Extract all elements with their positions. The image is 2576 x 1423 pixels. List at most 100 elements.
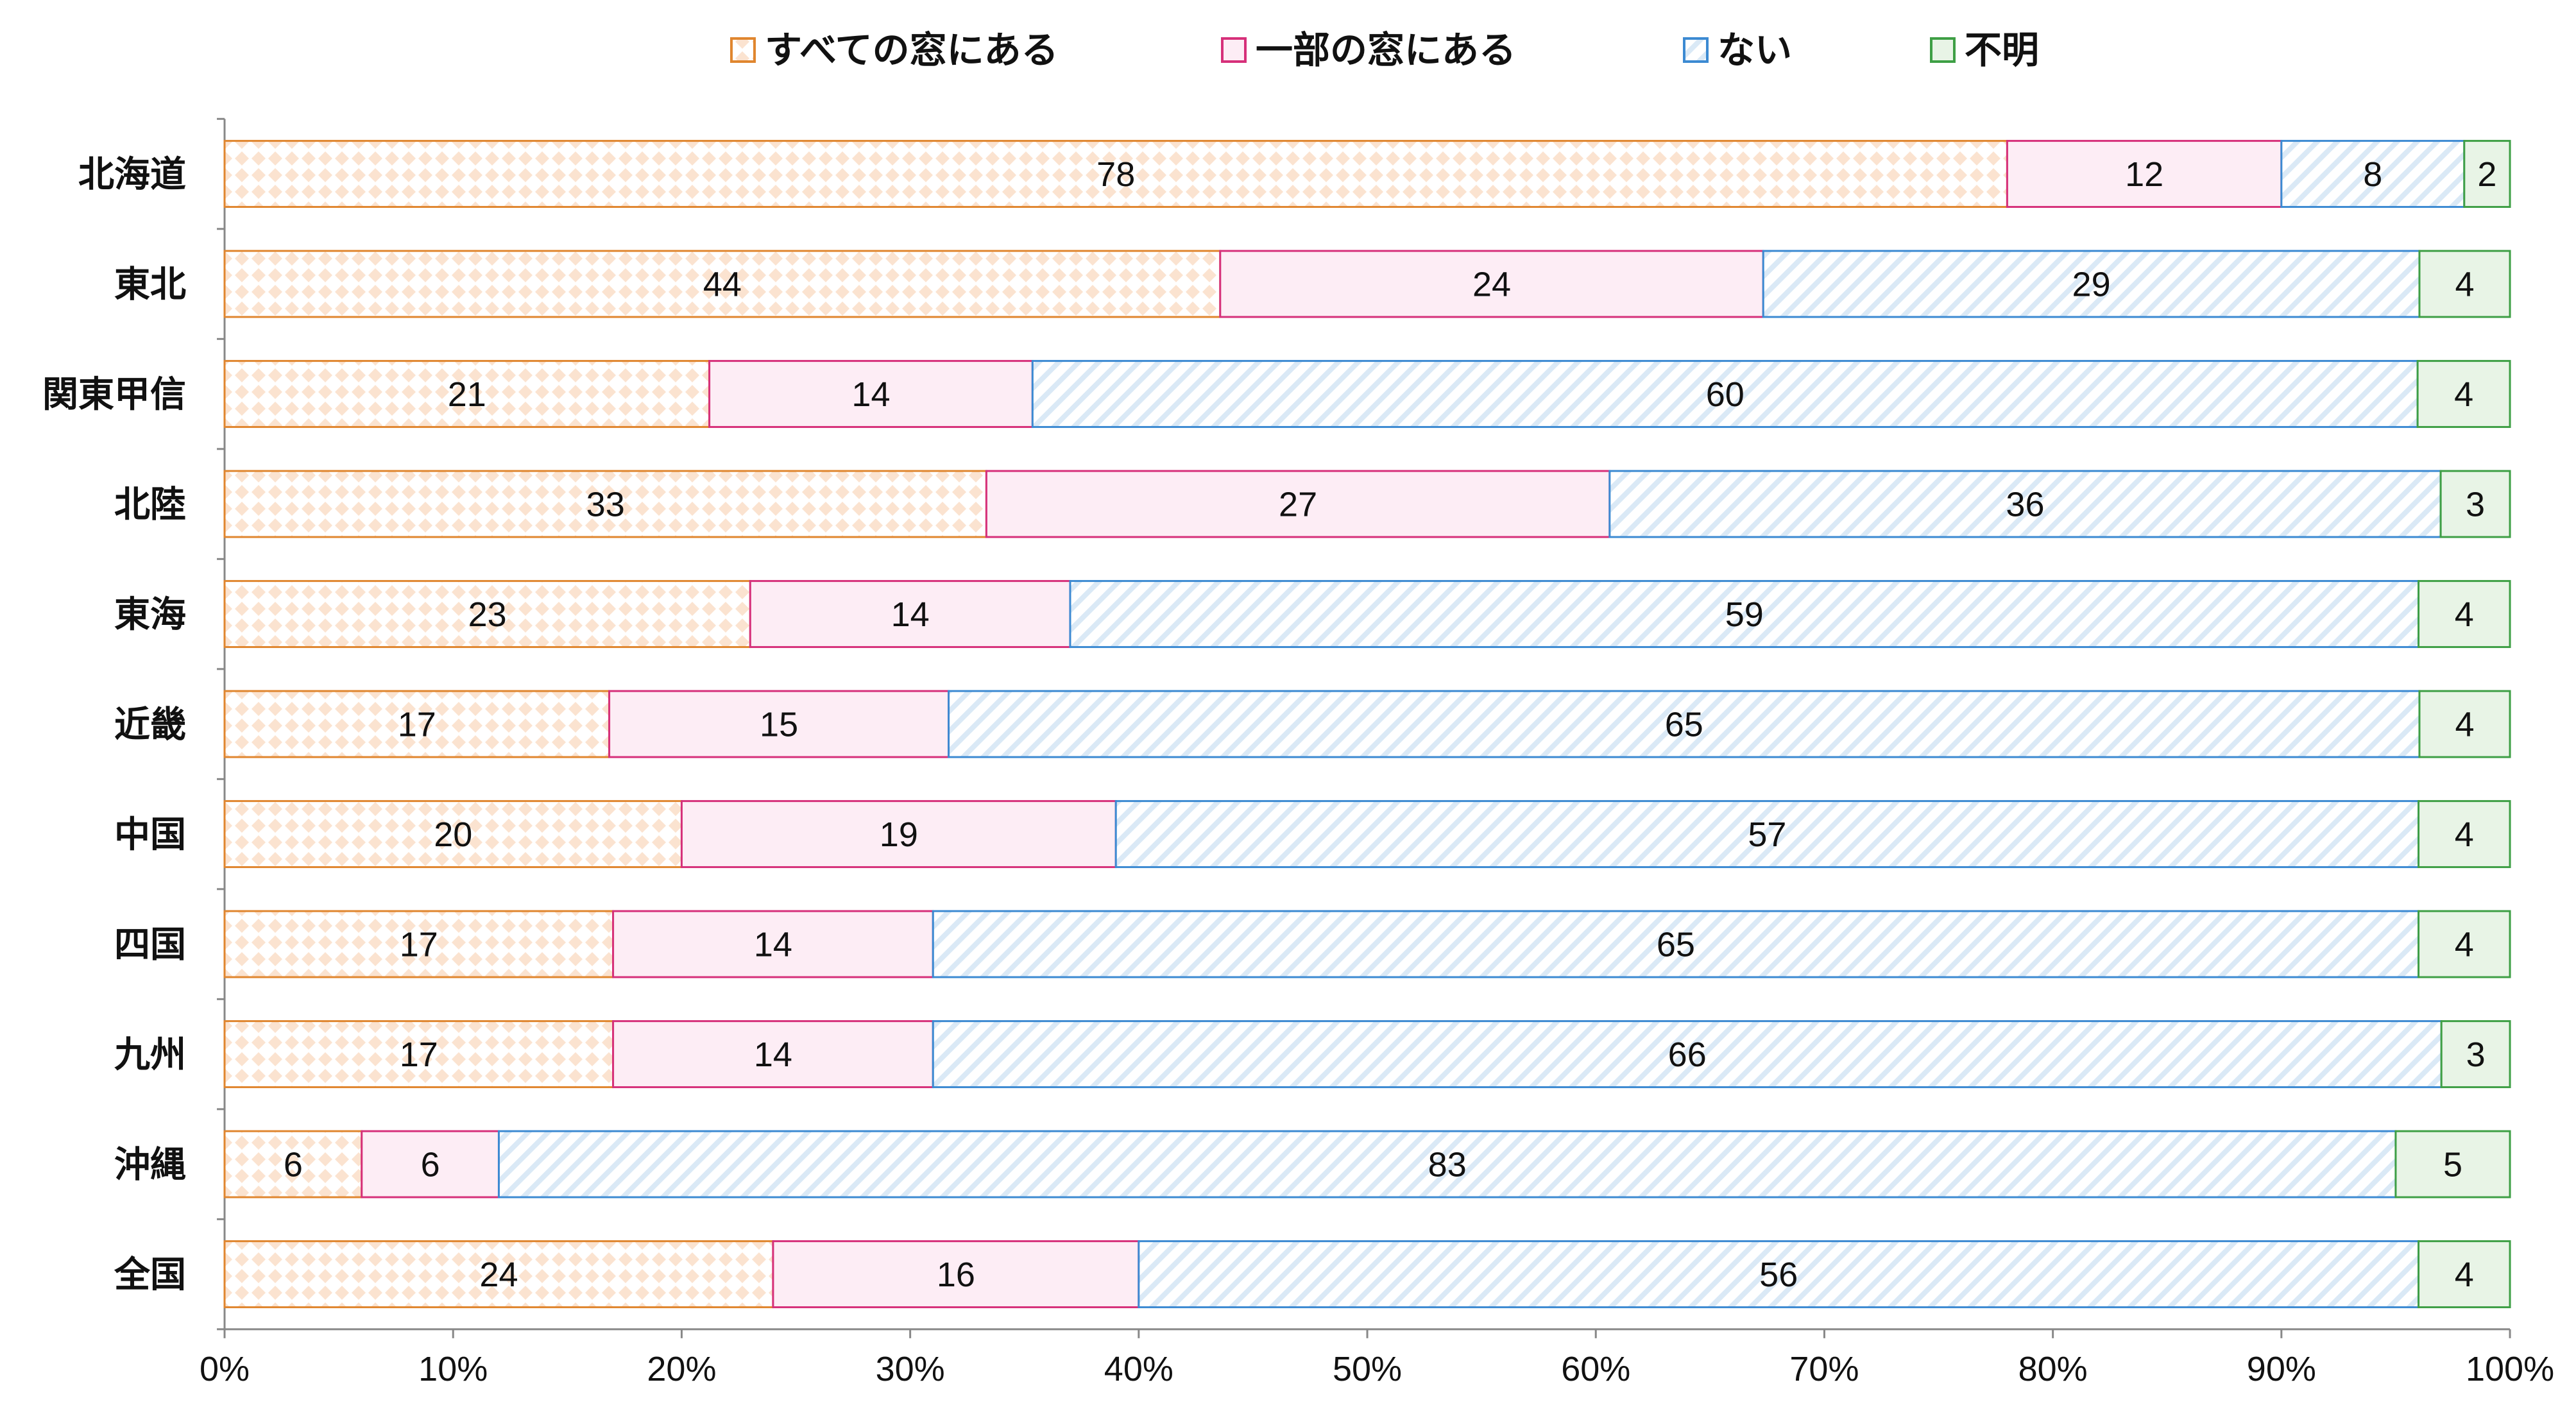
data-label: 8 [2363,155,2382,194]
data-label: 83 [1428,1146,1467,1184]
category-label: 全国 [114,1254,186,1296]
legend-swatch-partial [1221,37,1247,63]
bar-segment-partial [749,580,1071,649]
data-label: 59 [1725,595,1764,634]
bar-segment-unknown [2394,1130,2511,1198]
data-label: 66 [1668,1035,1707,1074]
legend-label-all: すべての窓にある [765,28,1059,72]
bar-segment-partial [772,1240,1140,1309]
legend-swatch-unknown [1930,37,1956,63]
data-label: 36 [2006,486,2044,524]
data-label: 14 [851,375,890,414]
bar-segment-unknown [2463,140,2511,209]
data-label: 3 [2466,486,2485,524]
data-label: 65 [1665,706,1703,744]
data-label: 60 [1706,375,1744,414]
data-label: 4 [2455,926,2474,964]
data-label: 5 [2443,1146,2462,1184]
category-label: 沖縄 [114,1145,186,1186]
data-label: 44 [703,266,742,304]
data-label: 23 [468,595,507,634]
bar-segment-unknown [2418,800,2511,869]
data-label: 78 [1096,155,1135,194]
bar-segment-all [223,360,711,429]
data-label: 17 [400,926,438,964]
data-label: 14 [754,926,792,964]
bar-segment-none [497,1130,2397,1198]
bar-segment-all [223,910,615,978]
data-label: 14 [754,1035,792,1074]
data-label: 2 [2477,155,2496,194]
bar-segment-unknown [2418,250,2511,318]
x-tick-label: 100% [2466,1350,2554,1388]
bar-segment-none [932,1020,2443,1089]
category-label: 北海道 [78,154,186,196]
legend-swatch-none [1683,37,1709,63]
data-label: 4 [2455,266,2474,304]
bar-segment-all [223,140,2008,209]
axes: 0% 10% 20% 30% 40% 50% 60% 70% 80% 90% 100% [200,117,2554,1388]
x-tick-label: 70% [1789,1350,1859,1388]
data-label: 4 [2455,1256,2474,1294]
x-tick-label: 60% [1561,1350,1630,1388]
data-label: 3 [2466,1035,2486,1074]
bar-segment-partial [1219,250,1764,318]
bar-segment-none [932,910,2420,978]
data-label: 65 [1657,926,1695,964]
data-label: 4 [2455,595,2474,634]
data-label: 24 [1472,266,1511,304]
bar-segment-none [948,690,2421,758]
bar-segment-all [223,580,751,649]
legend-label-none: ない [1718,28,1792,72]
data-label: 4 [2455,815,2474,854]
bar-segment-none [1069,580,2420,649]
data-label: 12 [2125,155,2163,194]
bar-segment-none [1608,470,2442,538]
bar-segment-partial [985,470,1611,538]
x-tick-label: 90% [2247,1350,2316,1388]
bar-segment-none [1138,1240,2420,1309]
data-label: 27 [1279,486,1317,524]
category-label: 東海 [114,594,186,636]
data-label: 17 [398,706,436,744]
bar-segment-all [223,250,1222,318]
bar-segment-unknown [2418,690,2511,758]
bar-segment-unknown [2440,1020,2511,1089]
bar-segment-all [223,1240,774,1309]
x-tick-label: 20% [647,1350,716,1388]
x-tick-label: 10% [418,1350,488,1388]
bar-segment-unknown [2439,470,2511,538]
data-label: 33 [586,486,625,524]
x-tick-label: 80% [2018,1350,2088,1388]
legend-label-unknown: 不明 [1965,28,2039,72]
x-tick-label: 50% [1333,1350,1402,1388]
category-label: 東北 [114,264,186,306]
data-label: 6 [421,1146,440,1184]
data-label: 56 [1759,1256,1798,1294]
legend-label-partial: 一部の窓にある [1256,28,1516,72]
data-label: 6 [284,1146,303,1184]
bar-segment-partial [361,1130,500,1198]
data-label: 29 [2072,266,2111,304]
bar-segment-unknown [2418,1240,2511,1309]
data-label: 24 [479,1256,518,1294]
bar-segment-all [223,1020,615,1089]
legend-swatch-all [730,37,756,63]
x-tick-label: 40% [1104,1350,1173,1388]
bar-segment-all [223,800,683,869]
data-label: 4 [2455,706,2474,744]
data-label: 19 [880,815,918,854]
bar-segment-unknown [2418,910,2511,978]
data-label: 21 [448,375,486,414]
data-label: 20 [434,815,472,854]
bar-segment-none [1031,360,2419,429]
bar-segment-all [223,1130,363,1198]
bar-segment-partial [612,1020,934,1089]
category-label: 四国 [114,925,186,966]
bar-segment-partial [612,910,934,978]
bar-segment-partial [2006,140,2283,209]
x-tick-label: 0% [200,1350,250,1388]
bar-segment-unknown [2418,580,2511,649]
